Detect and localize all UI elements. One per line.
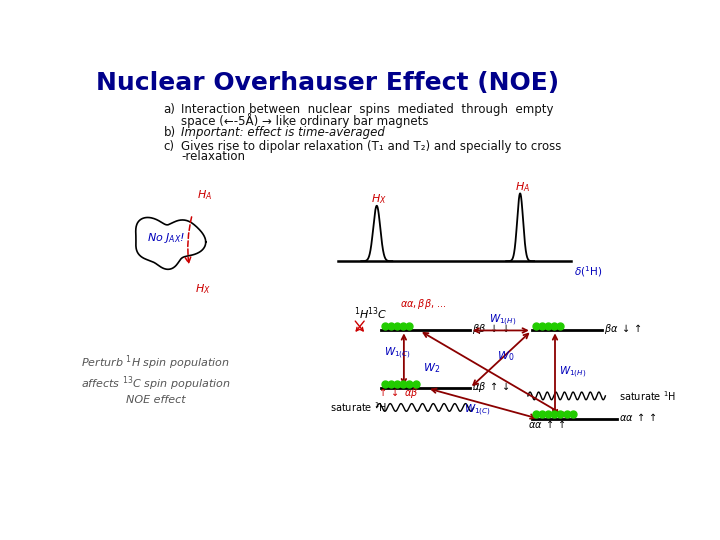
Text: saturate $^1$H: saturate $^1$H: [618, 389, 675, 403]
Text: $W_{1(C)}$: $W_{1(C)}$: [464, 403, 490, 418]
Text: $\beta\beta$ $\downarrow\downarrow$: $\beta\beta$ $\downarrow\downarrow$: [472, 322, 510, 336]
Text: $\delta$($^1$H): $\delta$($^1$H): [574, 264, 602, 279]
Text: $W_{1(C)}$: $W_{1(C)}$: [384, 346, 411, 361]
Text: Perturb $^1$H spin population
affects $^{13}$C spin population
NOE effect: Perturb $^1$H spin population affects $^…: [81, 354, 231, 405]
Text: c): c): [163, 140, 175, 153]
Text: Nuclear Overhauser Effect (NOE): Nuclear Overhauser Effect (NOE): [96, 71, 559, 95]
Text: ...: ...: [472, 382, 481, 392]
Text: $\uparrow\downarrow$ $\alpha\beta$: $\uparrow\downarrow$ $\alpha\beta$: [377, 386, 418, 400]
Text: $\alpha\alpha$ $\uparrow\uparrow$: $\alpha\alpha$ $\uparrow\uparrow$: [619, 411, 657, 423]
Text: space (←-5Å) → like ordinary bar magnets: space (←-5Å) → like ordinary bar magnets: [181, 113, 429, 129]
Text: $W_{1(H)}$: $W_{1(H)}$: [559, 364, 586, 380]
Text: $\beta\alpha$ $\downarrow\uparrow$: $\beta\alpha$ $\downarrow\uparrow$: [604, 322, 642, 336]
Text: a): a): [163, 103, 176, 116]
Text: Gives rise to dipolar relaxation (T₁ and T₂) and specially to cross: Gives rise to dipolar relaxation (T₁ and…: [181, 140, 562, 153]
Text: -relaxation: -relaxation: [181, 150, 246, 163]
Text: $\alpha\alpha, \beta\beta$, ...: $\alpha\alpha, \beta\beta$, ...: [400, 298, 446, 312]
Text: $^1H$: $^1H$: [354, 306, 369, 322]
Text: No $J_{AX}$!: No $J_{AX}$!: [147, 231, 185, 245]
Text: Important: effect is time-averaged: Important: effect is time-averaged: [181, 126, 385, 139]
Text: $H_A$: $H_A$: [516, 180, 531, 194]
Text: $\alpha\alpha$ $\uparrow\uparrow$: $\alpha\alpha$ $\uparrow\uparrow$: [528, 418, 566, 430]
Text: $^{13}C$: $^{13}C$: [367, 306, 387, 322]
Text: $H_A$: $H_A$: [197, 188, 212, 202]
Text: saturate $^1$H: saturate $^1$H: [330, 401, 387, 414]
Text: b): b): [163, 126, 176, 139]
Text: Interaction between  nuclear  spins  mediated  through  empty: Interaction between nuclear spins mediat…: [181, 103, 554, 116]
Text: $W_0$: $W_0$: [497, 349, 514, 363]
Text: $W_{1(H)}$: $W_{1(H)}$: [489, 313, 516, 328]
Text: $\alpha\beta$ $\uparrow\downarrow$: $\alpha\beta$ $\uparrow\downarrow$: [472, 380, 510, 394]
Text: $H_X$: $H_X$: [195, 282, 211, 296]
Text: $H_X$: $H_X$: [371, 193, 387, 206]
Text: $W_2$: $W_2$: [423, 361, 441, 375]
